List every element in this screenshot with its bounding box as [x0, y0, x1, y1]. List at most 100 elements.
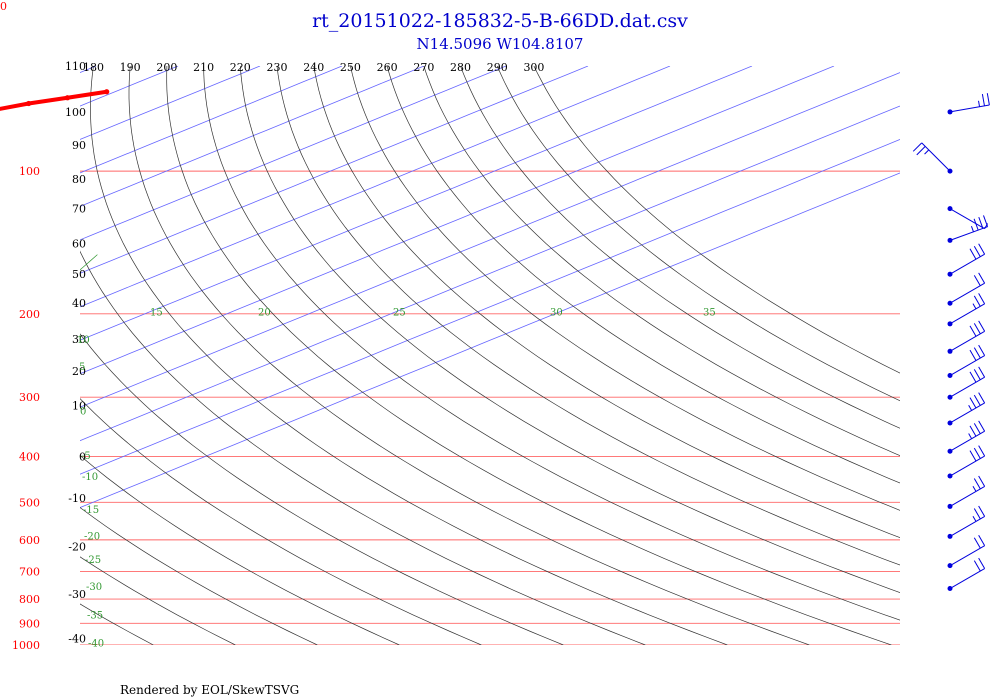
wind-barb-flag — [978, 243, 986, 255]
theta-label: 270 — [413, 61, 434, 74]
pressure-label: 600 — [19, 534, 40, 547]
dry-adiabat-line — [496, 66, 900, 402]
wind-barb-flag — [973, 218, 979, 231]
theta-label: 230 — [267, 61, 288, 74]
wind-barb-flag — [969, 371, 977, 383]
wind-barb-flag — [978, 320, 986, 332]
wind-barb-shaft — [949, 515, 985, 537]
wind-barb-flag — [969, 450, 977, 462]
wind-barb-shaft — [949, 355, 985, 376]
dry-adiabat-line — [80, 398, 482, 645]
wind-barb-shaft — [949, 455, 985, 477]
moist-adiabat-label: 30 — [550, 308, 563, 319]
wind-barb-flag — [978, 366, 986, 378]
theta-label: 80 — [72, 173, 86, 186]
theta-label: 240 — [303, 61, 324, 74]
isotherm-line — [80, 66, 425, 207]
wind-barb-flag — [978, 505, 986, 517]
wind-barb-flag — [973, 560, 981, 572]
isotherm-line — [80, 172, 900, 509]
theta-label: 290 — [487, 61, 508, 74]
wind-barb-flag — [916, 146, 926, 156]
theta-label: 220 — [230, 61, 251, 74]
moist-adiabat-label: -10 — [82, 472, 98, 483]
isotherm-line — [80, 66, 589, 274]
isotherm-line — [80, 105, 900, 442]
moist-adiabat-label: -40 — [88, 639, 104, 650]
isotherm-line — [80, 138, 900, 475]
moist-adiabat-label: 10 — [77, 335, 90, 346]
wind-barb-flag — [986, 93, 990, 106]
temperature-point-segment — [65, 89, 109, 100]
moist-adiabat-label: 20 — [258, 308, 271, 319]
dry-adiabat-line — [0, 66, 71, 645]
theta-label: 0 — [79, 450, 86, 463]
theta-label: 260 — [377, 61, 398, 74]
wind-barb-flag — [973, 478, 981, 490]
wind-barb-flag — [978, 344, 986, 356]
wind-barb-shaft — [949, 303, 985, 325]
pressure-label: 900 — [19, 617, 40, 630]
wind-barb-shaft — [949, 282, 985, 304]
isotherm-line — [80, 66, 753, 341]
theta-label: 300 — [523, 61, 544, 74]
dry-adiabat-line — [80, 250, 646, 645]
theta-label: 190 — [120, 61, 141, 74]
temperature-point-segment — [26, 95, 70, 106]
wind-barb-flag — [972, 303, 977, 310]
wind-barb-flag — [973, 423, 981, 434]
wind-barbs — [912, 93, 990, 592]
dry-adiabat-line — [128, 66, 810, 645]
wind-barb-shaft — [949, 376, 985, 398]
dry-adiabat-line — [460, 66, 900, 429]
sounding-traces — [0, 89, 110, 111]
chart-title: rt_20151022-185832-5-B-66DD.dat.csv — [312, 10, 688, 32]
wind-barb-flag — [973, 347, 981, 359]
theta-label: 40 — [72, 297, 86, 310]
moist-adiabat-label: -5 — [81, 451, 91, 462]
isotherm-line — [80, 66, 343, 174]
theta-label: 200 — [156, 61, 177, 74]
wind-barb-flag — [978, 445, 986, 457]
pressure-label: 500 — [19, 496, 40, 509]
pressure-label: 1000 — [12, 639, 40, 652]
theta-label: 70 — [72, 203, 86, 216]
wind-barb-flag — [973, 508, 981, 520]
wind-barb-flag — [973, 537, 981, 549]
theta-label: 110 — [65, 60, 86, 73]
dry-adiabat-line — [239, 66, 900, 593]
isotherm-line — [0, 66, 14, 645]
wind-barb-flag — [969, 349, 977, 361]
pressure-label: 800 — [19, 593, 40, 606]
wind-barb-flag — [968, 433, 973, 439]
wind-barb-flag — [972, 515, 977, 522]
moist-adiabat-label: 5 — [79, 362, 85, 373]
wind-barb-flag — [969, 325, 977, 337]
isotherm-line — [80, 72, 900, 408]
theta-label: 90 — [72, 139, 86, 152]
grid-lines — [0, 66, 900, 645]
theta-label: 280 — [450, 61, 471, 74]
dry-adiabat-line — [80, 507, 318, 645]
isotherm-line — [80, 66, 835, 375]
moist-adiabat-label: 35 — [703, 308, 716, 319]
theta-label: -10 — [68, 492, 86, 505]
dry-adiabat-line — [90, 66, 728, 645]
pressure-label: 100 — [19, 165, 40, 178]
wind-barb-flag — [912, 142, 923, 152]
isotherm-line — [80, 66, 671, 308]
temperature-point-segment — [0, 101, 31, 111]
moist-adiabat-label: -20 — [84, 532, 100, 543]
chart-subtitle: N14.5096 W104.8107 — [416, 35, 584, 53]
wind-barb-flag — [968, 405, 973, 411]
theta-label: -40 — [68, 633, 86, 646]
wind-barb-flag — [978, 420, 986, 432]
dry-adiabat-line — [80, 454, 400, 645]
plot-background — [80, 66, 900, 645]
pressure-label: 700 — [19, 566, 40, 579]
theta-label: 20 — [72, 365, 86, 378]
wind-barb-shaft — [949, 568, 985, 589]
wind-barb-flag — [983, 215, 989, 227]
dry-adiabat-line — [423, 66, 900, 457]
